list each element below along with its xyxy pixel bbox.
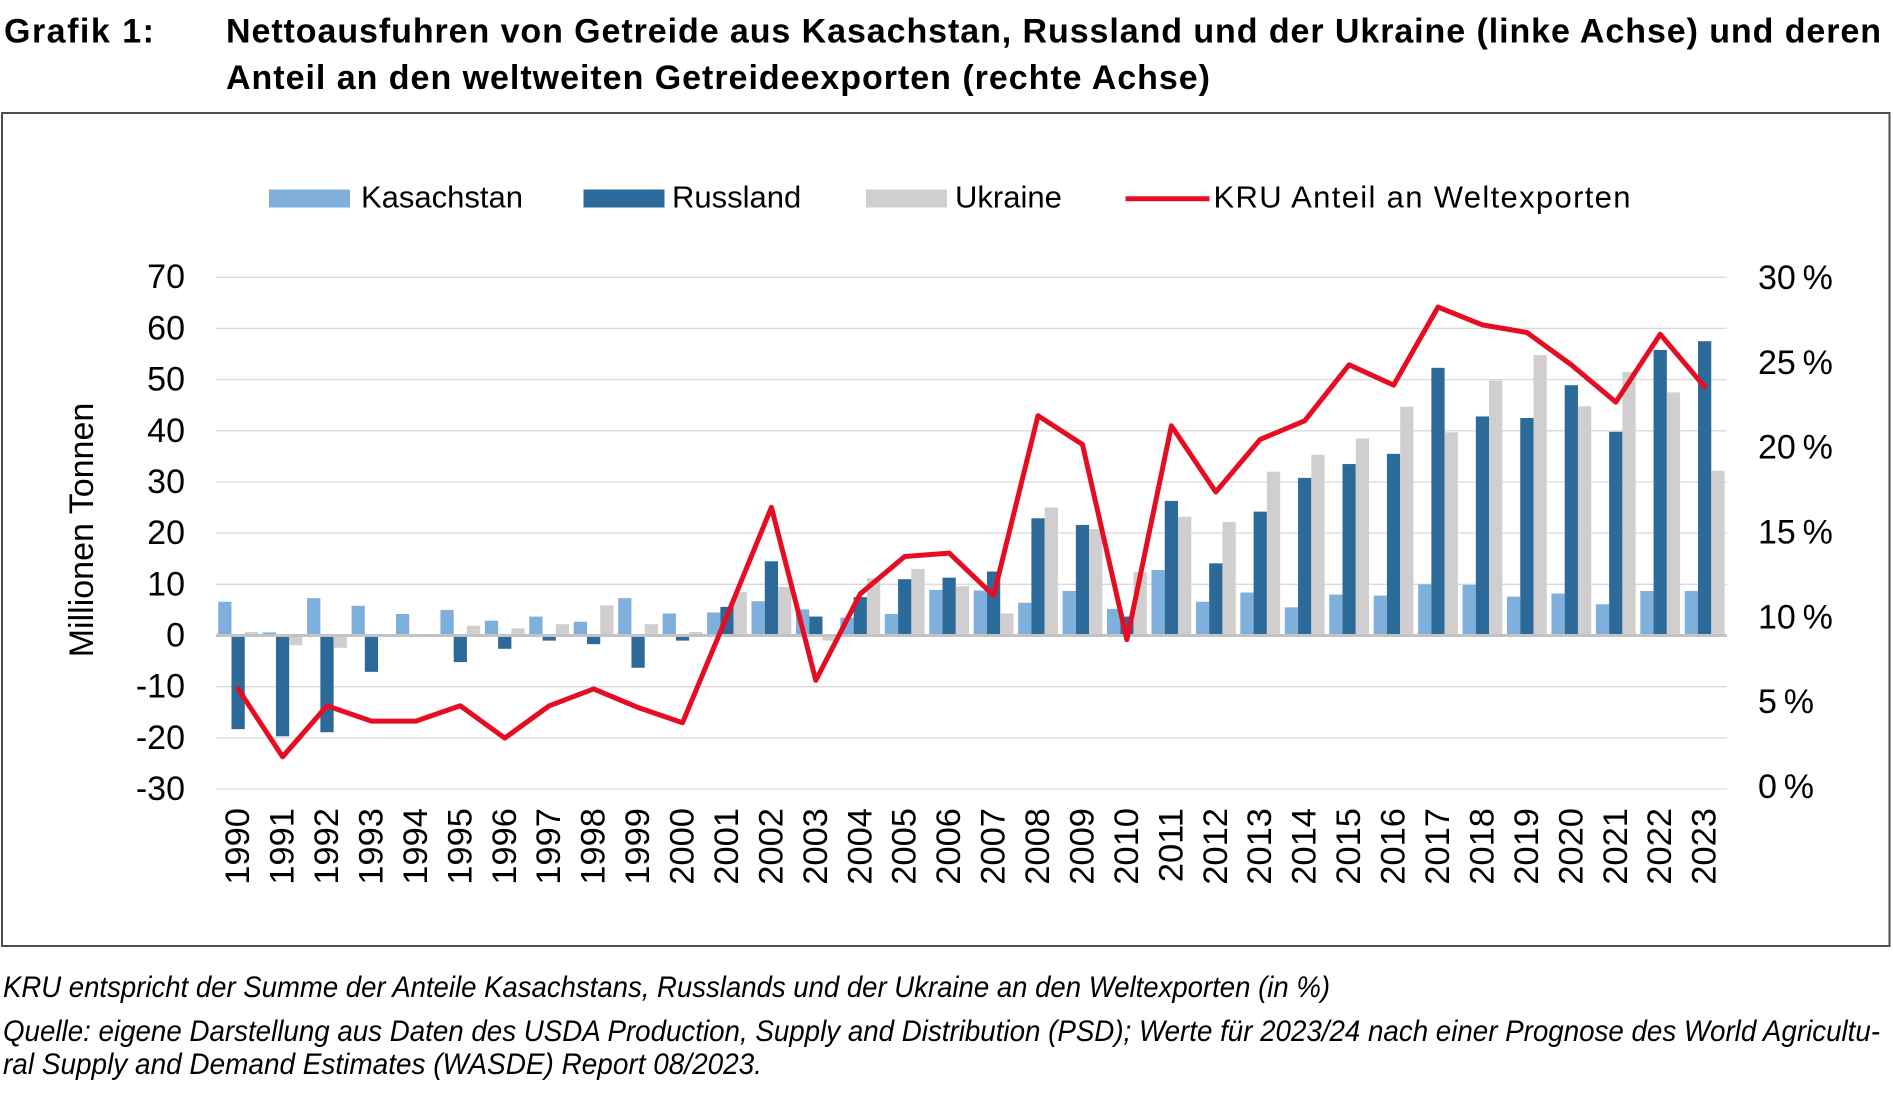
svg-text:2020: 2020 xyxy=(1552,808,1590,885)
svg-text:2004: 2004 xyxy=(841,808,879,885)
svg-text:40: 40 xyxy=(147,412,185,450)
svg-text:2000: 2000 xyxy=(664,808,702,885)
svg-text:Quelle: eigene Darstellung aus: Quelle: eigene Darstellung aus Daten des… xyxy=(3,1015,1880,1048)
svg-text:1993: 1993 xyxy=(352,808,390,885)
svg-text:Nettoausfuhren von Getreide au: Nettoausfuhren von Getreide aus Kasachst… xyxy=(226,13,1881,51)
svg-text:1995: 1995 xyxy=(441,808,479,885)
svg-text:30 %: 30 % xyxy=(1758,259,1833,297)
svg-text:Anteil an den weltweiten Getre: Anteil an den weltweiten Getreideexporte… xyxy=(226,59,1210,97)
svg-text:15 %: 15 % xyxy=(1758,514,1833,552)
svg-text:2013: 2013 xyxy=(1241,808,1279,885)
svg-text:2015: 2015 xyxy=(1330,808,1368,885)
svg-text:KRU entspricht der Summe der A: KRU entspricht der Summe der Anteile Kas… xyxy=(3,971,1330,1004)
svg-text:2021: 2021 xyxy=(1597,808,1635,885)
svg-text:20 %: 20 % xyxy=(1758,429,1833,467)
svg-text:2006: 2006 xyxy=(930,808,968,885)
svg-text:Russland: Russland xyxy=(672,180,801,215)
svg-text:2008: 2008 xyxy=(1019,808,1057,885)
svg-text:2012: 2012 xyxy=(1197,808,1235,885)
svg-text:2016: 2016 xyxy=(1375,808,1413,885)
svg-text:30: 30 xyxy=(147,463,185,501)
svg-text:2003: 2003 xyxy=(797,808,835,885)
svg-text:Kasachstan: Kasachstan xyxy=(361,180,523,215)
svg-text:0 %: 0 % xyxy=(1758,768,1814,806)
svg-text:2001: 2001 xyxy=(708,808,746,885)
svg-text:0: 0 xyxy=(166,617,185,655)
svg-text:ral Supply and Demand Estimate: ral Supply and Demand Estimates (WASDE) … xyxy=(3,1048,762,1081)
svg-text:2017: 2017 xyxy=(1419,808,1457,885)
svg-text:2005: 2005 xyxy=(886,808,924,885)
svg-text:1990: 1990 xyxy=(219,808,257,885)
svg-text:50: 50 xyxy=(147,361,185,399)
svg-text:2009: 2009 xyxy=(1064,808,1102,885)
svg-text:1996: 1996 xyxy=(486,808,524,885)
svg-text:70: 70 xyxy=(147,258,185,296)
svg-text:2018: 2018 xyxy=(1463,808,1501,885)
svg-text:-20: -20 xyxy=(136,719,185,757)
svg-text:20: 20 xyxy=(147,514,185,552)
svg-text:-10: -10 xyxy=(136,668,185,706)
svg-text:2011: 2011 xyxy=(1152,808,1190,882)
svg-text:1997: 1997 xyxy=(530,808,568,885)
svg-text:2014: 2014 xyxy=(1286,808,1324,885)
svg-text:25 %: 25 % xyxy=(1758,344,1833,382)
svg-text:10 %: 10 % xyxy=(1758,598,1833,636)
svg-text:2002: 2002 xyxy=(752,808,790,885)
svg-text:2022: 2022 xyxy=(1641,808,1679,885)
svg-text:KRU Anteil an Weltexporten: KRU Anteil an Weltexporten xyxy=(1214,180,1631,215)
svg-text:1998: 1998 xyxy=(575,808,613,885)
svg-text:2023: 2023 xyxy=(1686,808,1724,885)
svg-text:60: 60 xyxy=(147,309,185,347)
svg-text:2007: 2007 xyxy=(975,808,1013,885)
svg-text:1994: 1994 xyxy=(397,808,435,885)
svg-text:1992: 1992 xyxy=(308,808,346,885)
svg-text:Ukraine: Ukraine xyxy=(955,180,1062,215)
svg-text:2010: 2010 xyxy=(1108,808,1146,885)
svg-text:Millionen Tonnen: Millionen Tonnen xyxy=(63,403,101,658)
svg-text:2019: 2019 xyxy=(1508,808,1546,885)
svg-text:10: 10 xyxy=(147,565,185,603)
svg-text:5 %: 5 % xyxy=(1758,683,1814,721)
svg-text:-30: -30 xyxy=(136,770,185,808)
svg-text:1999: 1999 xyxy=(619,808,657,885)
svg-text:1991: 1991 xyxy=(264,808,302,885)
svg-text:Grafik 1:: Grafik 1: xyxy=(4,13,154,51)
